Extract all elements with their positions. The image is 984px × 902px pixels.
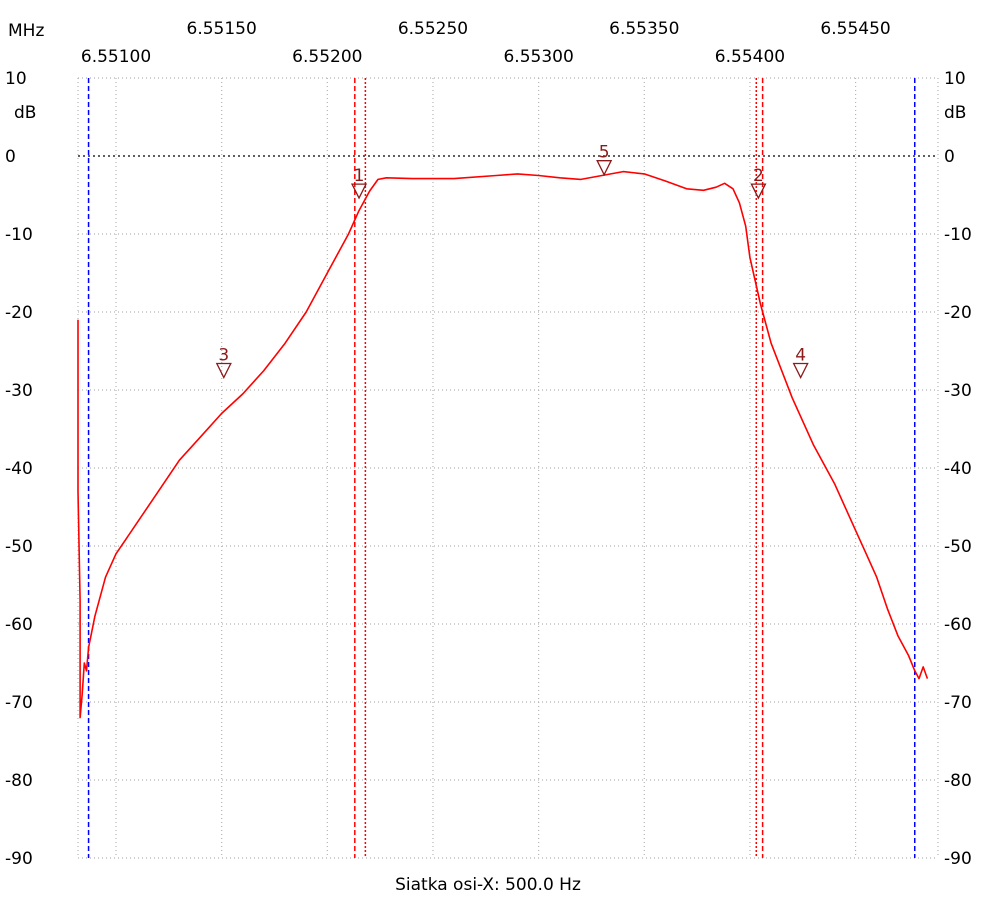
y-tick-label-left: -50 (5, 537, 33, 557)
marker-1-triangle (350, 183, 368, 200)
x-tick-label-bottom: 6.55100 (81, 47, 151, 67)
y-tick-label-right: 0 (944, 147, 955, 167)
x-unit-label: MHz (8, 21, 44, 41)
series-line (77, 170, 929, 719)
y-tick-label-right: -60 (944, 615, 972, 635)
y-tick-label-right: 10 (944, 69, 966, 89)
y-tick-label-left: -90 (5, 849, 33, 869)
y-tick-label-right: -90 (944, 849, 972, 869)
y-tick-label-left: -30 (5, 381, 33, 401)
y-tick-label-left: 10 (5, 69, 27, 89)
y-tick-label-right: -40 (944, 459, 972, 479)
y-tick-label-left: -80 (5, 771, 33, 791)
y-tick-label-right: -20 (944, 303, 972, 323)
y-tick-label-left: -20 (5, 303, 33, 323)
x-tick-label-top: 6.55250 (398, 19, 468, 39)
series (77, 170, 929, 719)
y-tick-label-left: 0 (5, 147, 16, 167)
grid (77, 77, 939, 859)
y-tick-label-right: -10 (944, 225, 972, 245)
marker-2-label: 2 (753, 166, 764, 186)
y-tick-label-right: -80 (944, 771, 972, 791)
marker-1-label: 1 (354, 166, 365, 186)
marker-3-label: 3 (218, 346, 229, 366)
y-tick-label-right: -70 (944, 693, 972, 713)
x-tick-label-top: 6.55150 (187, 19, 257, 39)
x-tick-label-bottom: 6.55400 (715, 47, 785, 67)
markers: 1 2 3 4 5 (215, 143, 809, 379)
marker-4-label: 4 (795, 346, 806, 366)
marker-3-triangle (215, 362, 232, 379)
x-tick-label-bottom: 6.55300 (503, 47, 573, 67)
y-unit-label-right: dB (944, 103, 966, 123)
marker-2-triangle (750, 183, 767, 200)
x-tick-label-top: 6.55350 (609, 19, 679, 39)
y-unit-label-left: dB (14, 103, 36, 123)
marker-4-triangle (792, 362, 809, 379)
x-tick-label-top: 6.55450 (820, 19, 890, 39)
marker-5-label: 5 (599, 143, 610, 163)
x-axis-title: Siatka osi-X: 500.0 Hz (395, 875, 581, 895)
y-tick-label-left: -70 (5, 693, 33, 713)
y-tick-label-left: -10 (5, 225, 33, 245)
y-tick-label-left: -40 (5, 459, 33, 479)
y-tick-label-left: -60 (5, 615, 33, 635)
y-tick-label-right: -50 (944, 537, 972, 557)
cursor-lines (87, 78, 916, 858)
y-tick-label-right: -30 (944, 381, 972, 401)
x-tick-label-bottom: 6.55200 (292, 47, 362, 67)
axis-labels: MHz dB dB Siatka osi-X: 500.0 Hz 6.55150… (5, 19, 972, 895)
marker-5-triangle (596, 160, 613, 177)
